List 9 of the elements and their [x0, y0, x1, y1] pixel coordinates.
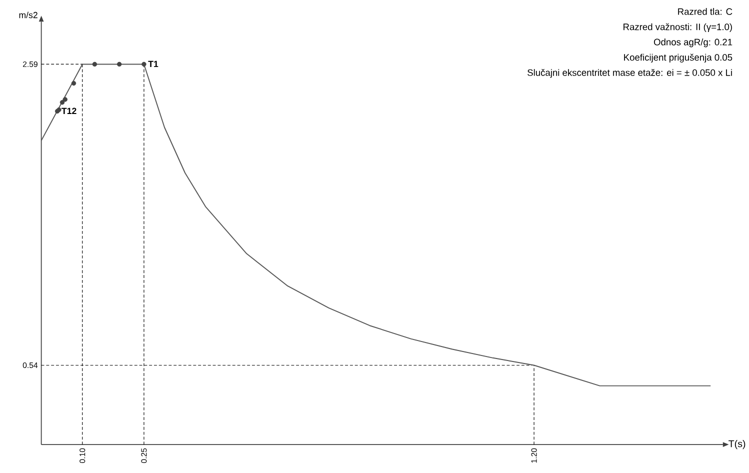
annotation: Razred važnosti: II (γ=1.0)	[624, 23, 732, 32]
annotation: T12	[62, 108, 76, 114]
text: Razred tla: C	[678, 8, 732, 15]
annotation: Slučajni ekscentritet mase etaže: ei = ± 0.050 x Li	[528, 69, 732, 78]
y-axis-title: m/s2	[19, 12, 38, 18]
x-axis-title: T(s)	[728, 440, 746, 450]
annotation: Odnos agR/g: 0.21	[654, 38, 732, 48]
annotation: Koeficijent prigušenja 0.05	[624, 54, 732, 62]
annotation: T1	[148, 60, 158, 67]
